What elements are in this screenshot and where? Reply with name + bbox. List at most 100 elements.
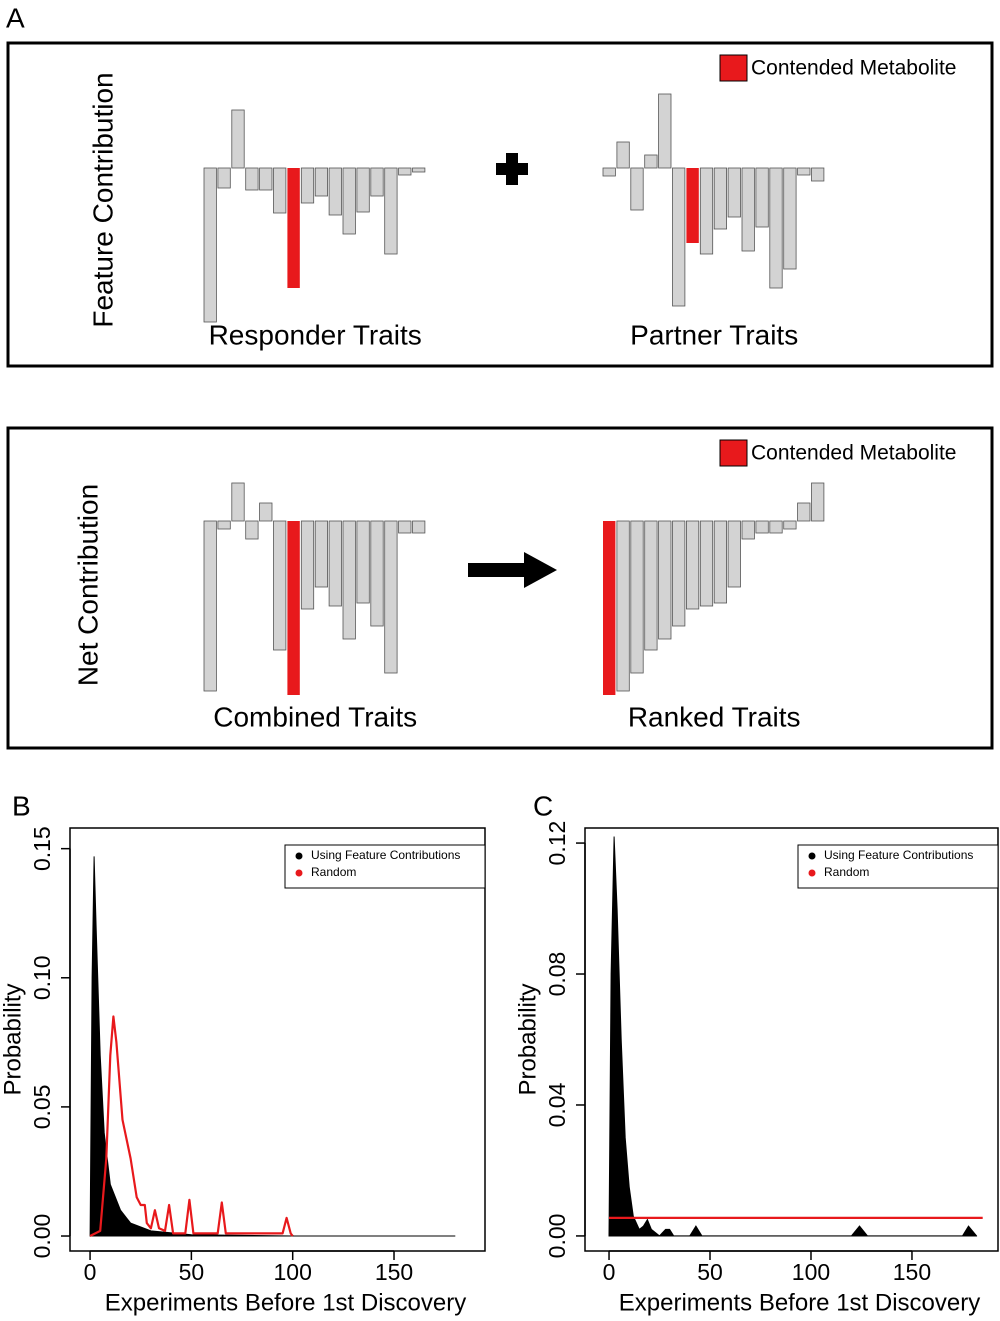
bar — [203, 520, 217, 692]
bar — [713, 520, 728, 604]
bar — [203, 167, 217, 323]
bar — [342, 167, 356, 235]
bar — [231, 109, 245, 169]
legend-marker — [295, 852, 303, 860]
bar — [686, 168, 699, 243]
legend-label: Using Feature Contributions — [824, 848, 973, 862]
bar — [713, 167, 728, 230]
bar — [769, 167, 783, 289]
x-tick-label: 50 — [179, 1259, 205, 1285]
x-tick-label: 150 — [893, 1259, 931, 1285]
y-tick-label: 0.05 — [29, 1085, 55, 1130]
bar — [384, 520, 398, 674]
y-axis-label: Net Contribution — [72, 484, 103, 686]
density-area — [89, 856, 456, 1237]
bar — [769, 520, 783, 534]
y-tick-label: 0.08 — [544, 952, 570, 997]
bar — [398, 520, 412, 534]
bar — [644, 154, 658, 169]
bar — [384, 167, 398, 255]
bar — [811, 482, 825, 522]
legend-label: Contended Metabolite — [751, 442, 956, 465]
bar — [630, 520, 644, 674]
bar — [287, 521, 300, 695]
legend-label: Contended Metabolite — [751, 57, 956, 80]
x-tick-label: 0 — [603, 1259, 616, 1285]
bar — [727, 167, 741, 218]
legend-label: Random — [824, 865, 869, 879]
y-axis-label: Probability — [0, 983, 26, 1095]
y-tick-label: 0.00 — [29, 1214, 55, 1259]
bar — [602, 167, 616, 177]
bar — [217, 167, 231, 189]
plot-title: Partner Traits — [630, 319, 798, 350]
bar — [741, 520, 755, 540]
plus-sign — [496, 153, 528, 185]
legend-label: Using Feature Contributions — [311, 848, 460, 862]
x-axis-label: Experiments Before 1st Discovery — [105, 1289, 466, 1316]
plot-title: Combined Traits — [213, 701, 417, 732]
bar — [273, 167, 287, 214]
y-tick-label: 0.04 — [544, 1082, 570, 1127]
bar — [259, 502, 273, 522]
y-tick-label: 0.15 — [29, 826, 55, 871]
legend-swatch — [719, 439, 748, 467]
x-tick-label: 100 — [792, 1259, 830, 1285]
bar — [314, 167, 329, 197]
legend-box — [797, 844, 999, 889]
legend-box — [284, 844, 486, 889]
plot-title: Responder Traits — [209, 319, 422, 350]
legend-label: Random — [311, 865, 356, 879]
plot-frame — [584, 827, 999, 1252]
bar — [797, 167, 811, 176]
bar — [412, 520, 426, 534]
density-area — [608, 836, 978, 1237]
y-tick-label: 0.12 — [544, 821, 570, 866]
bar — [741, 167, 755, 252]
bar — [658, 520, 672, 640]
x-tick-label: 0 — [84, 1259, 97, 1285]
bar — [686, 520, 700, 610]
bar — [616, 520, 630, 692]
bar — [287, 168, 300, 288]
arrow — [468, 552, 557, 588]
bar — [630, 167, 644, 211]
bar — [783, 520, 797, 530]
panel-box — [6, 41, 994, 368]
bar — [300, 520, 315, 610]
y-axis-label: Probability — [514, 983, 541, 1095]
legend-swatch — [719, 54, 748, 82]
bar — [300, 167, 315, 204]
x-tick-label: 100 — [274, 1259, 312, 1285]
bar — [356, 520, 370, 604]
bar — [672, 167, 686, 307]
bar — [370, 167, 384, 197]
density-line — [89, 1015, 294, 1237]
y-axis-label: Feature Contribution — [87, 72, 118, 327]
panel-label: C — [533, 790, 553, 821]
bar — [658, 93, 672, 169]
bar — [314, 520, 329, 588]
bar — [811, 167, 825, 182]
bar — [603, 521, 616, 695]
legend-marker — [808, 852, 816, 860]
bar — [245, 167, 259, 191]
bar — [412, 167, 426, 173]
bar — [328, 520, 342, 607]
plot-frame — [69, 827, 486, 1252]
bar — [370, 520, 384, 627]
panel-label: B — [12, 790, 31, 821]
bar — [644, 520, 658, 651]
bar — [356, 167, 370, 213]
plot-title: Ranked Traits — [628, 701, 801, 732]
bar — [231, 482, 245, 522]
panel-label: A — [6, 2, 25, 33]
bar — [699, 167, 714, 255]
bar — [783, 167, 797, 270]
bar — [755, 167, 769, 228]
bar — [616, 141, 630, 169]
y-tick-label: 0.00 — [544, 1214, 570, 1259]
bar — [672, 520, 686, 627]
bar — [245, 520, 259, 540]
